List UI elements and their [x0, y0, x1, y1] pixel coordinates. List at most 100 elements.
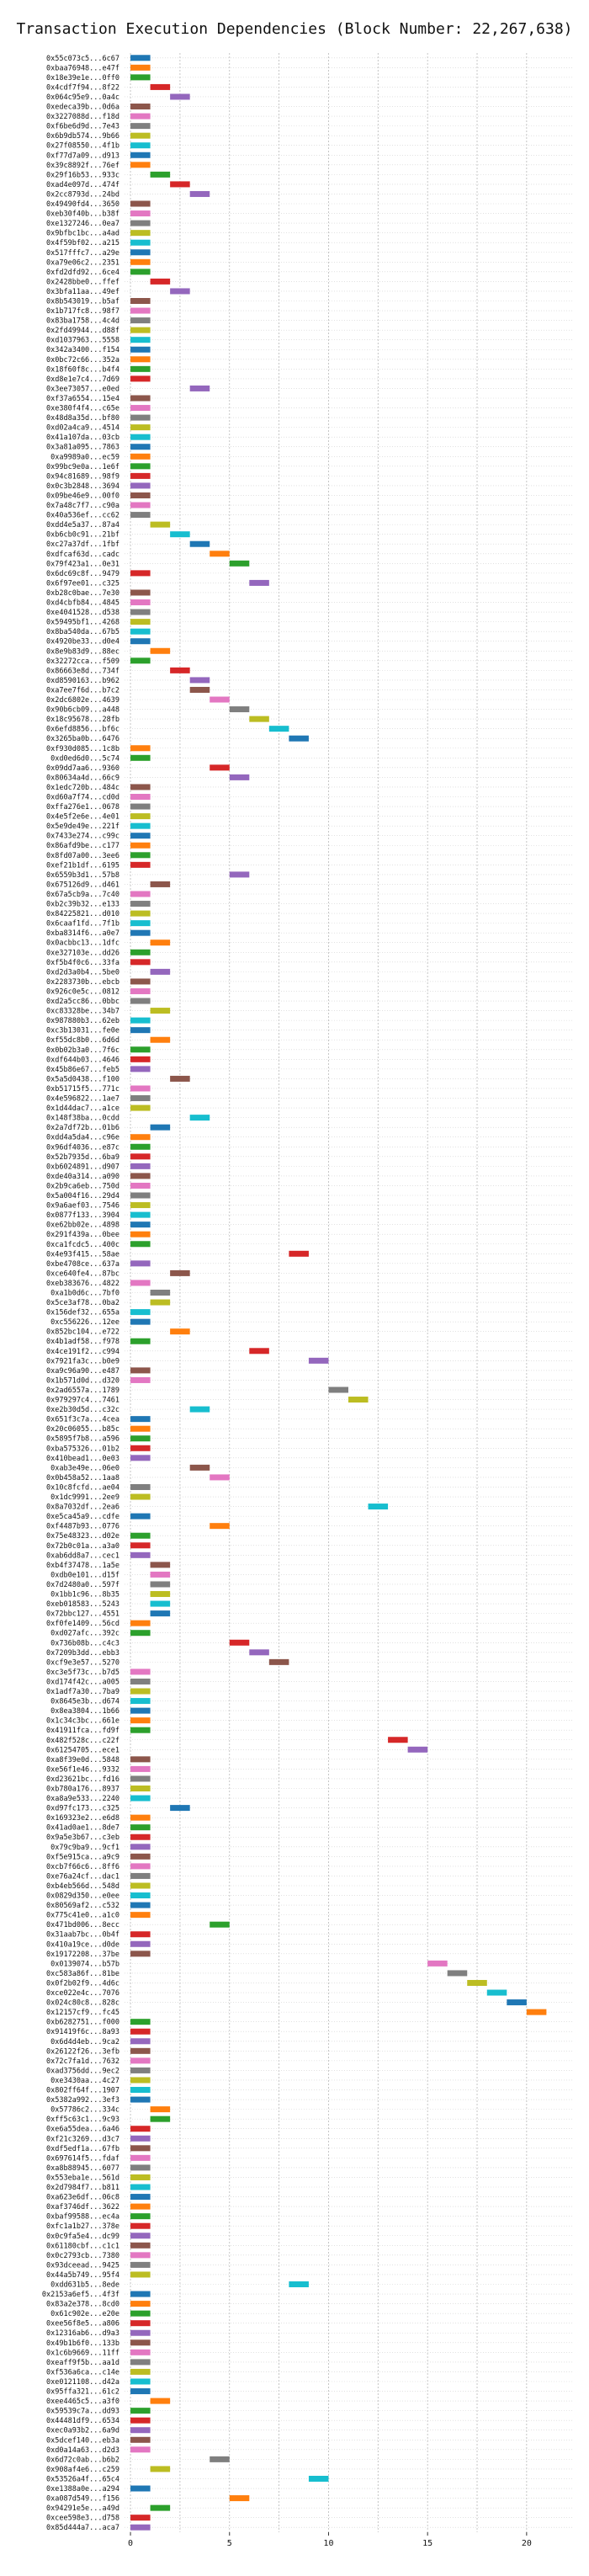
- y-tick-label: 0x4920be33...d0e4: [46, 638, 119, 647]
- y-tick-label: 0xc556226...12ee: [50, 1318, 119, 1327]
- bar: [130, 2174, 151, 2180]
- y-tick-label: 0x0b458a52...1aa8: [46, 1474, 119, 1482]
- bar: [189, 190, 210, 197]
- y-tick-label: 0x3ee73057...e0ed: [46, 385, 119, 393]
- bar: [130, 1698, 151, 1705]
- y-tick-label: 0x8645e3b...d674: [50, 1698, 119, 1706]
- bar: [150, 1610, 171, 1617]
- y-tick-label: 0x7d2480a0...597f: [46, 1581, 119, 1589]
- bar: [130, 2291, 151, 2297]
- y-tick-label: 0xf930d085...1c8b: [46, 745, 119, 753]
- bar: [130, 2135, 151, 2142]
- y-tick-label: 0xedeca39b...0d6a: [46, 104, 119, 112]
- bar: [130, 2339, 151, 2346]
- bar: [130, 2077, 151, 2084]
- y-tick-label: 0xe0121108...d42a: [46, 2378, 119, 2387]
- y-tick-label: 0xdfcaf63d...cadc: [46, 551, 119, 559]
- bar: [130, 987, 151, 994]
- bar: [130, 2038, 151, 2045]
- y-tick-label: 0xf5e915ca...a9c9: [46, 1853, 119, 1861]
- y-tick-label: 0xbe4708ce...637a: [46, 1260, 119, 1269]
- bar: [130, 64, 151, 71]
- y-tick-label: 0x9a5e3b67...c3eb: [46, 1834, 119, 1842]
- bar: [130, 2028, 151, 2035]
- y-tick-label: 0x19172208...37be: [46, 1951, 119, 1959]
- bar: [130, 2427, 151, 2434]
- bar: [130, 1513, 151, 1520]
- bar: [308, 2475, 329, 2482]
- y-tick-label: 0xe2b30d5d...c32c: [46, 1406, 119, 1414]
- bar: [130, 891, 151, 897]
- bar: [130, 269, 151, 275]
- y-tick-label: 0x12157cf9...fc45: [46, 2009, 119, 2017]
- y-tick-label: 0x44a5b749...95f4: [46, 2271, 119, 2280]
- y-tick-label: 0x4f59bf02...a215: [46, 239, 119, 247]
- y-tick-label: 0xf4487b93...0776: [46, 1523, 119, 1531]
- y-tick-label: 0xdd4e5a37...87a4: [46, 521, 119, 530]
- bar: [150, 1124, 171, 1131]
- bar: [130, 239, 151, 246]
- bar: [210, 764, 230, 771]
- y-tick-label: 0xa9989a0...ec59: [50, 453, 119, 461]
- bar: [150, 1290, 171, 1296]
- bar: [150, 1600, 171, 1607]
- bar: [229, 706, 250, 713]
- bar: [150, 1581, 171, 1588]
- y-tick-label: 0xa8b88945...6077: [46, 2164, 119, 2173]
- y-tick-label: 0xca1fcdc5...400c: [46, 1241, 119, 1249]
- bar: [130, 1309, 151, 1316]
- y-tick-label: 0x3bfa11aa...49ef: [46, 288, 119, 296]
- y-tick-label: 0x39c8892f...76ef: [46, 162, 119, 170]
- y-tick-label: 0x4e93f415...58ae: [46, 1250, 119, 1259]
- bar: [130, 1717, 151, 1724]
- y-tick-label: 0x18e39e1e...0ff0: [46, 74, 119, 82]
- bar: [130, 2154, 151, 2161]
- bar: [130, 949, 151, 955]
- bar: [150, 1591, 171, 1598]
- y-tick-label: 0x1edc720b...484c: [46, 784, 119, 792]
- bar: [170, 181, 190, 188]
- y-tick-label: 0x2fd49944...d88f: [46, 327, 119, 335]
- y-tick-label: 0x61254705...ece1: [46, 1746, 119, 1754]
- y-tick-label: 0x471bd006...8ecc: [46, 1921, 119, 1929]
- y-tick-label: 0x5a004f16...29d4: [46, 1192, 119, 1200]
- bar: [130, 1318, 151, 1325]
- y-tick-label: 0x09dd7aa6...9360: [46, 764, 119, 773]
- y-tick-label: 0x7921fa3c...b0e9: [46, 1357, 119, 1365]
- y-tick-label: 0xd4cbfb84...4845: [46, 599, 119, 608]
- bar: [289, 1250, 309, 1257]
- y-tick-label: 0x27f08550...4f1b: [46, 142, 119, 151]
- y-tick-label: 0x59539c7a...dd93: [46, 2408, 119, 2416]
- bar: [130, 395, 151, 402]
- y-tick-label: 0x41911fca...fd9f: [46, 1727, 119, 1735]
- bar: [130, 1046, 151, 1053]
- bar: [130, 1017, 151, 1024]
- y-tick-label: 0xd0ed6d0...5c74: [50, 754, 119, 763]
- y-tick-label: 0x85d444a7...aca7: [46, 2524, 119, 2532]
- bar: [407, 1746, 428, 1753]
- y-tick-label: 0xa79e06c2...2351: [46, 258, 119, 267]
- bar: [249, 579, 269, 586]
- bar: [130, 1416, 151, 1423]
- y-tick-label: 0x12316ab6...d9a3: [46, 2329, 119, 2338]
- bar: [130, 1445, 151, 1451]
- y-tick-label: 0x802ff64f...1907: [46, 2087, 119, 2095]
- y-tick-label: 0x67a5cb9a...7c40: [46, 891, 119, 899]
- y-tick-label: 0xf0fe1409...56cd: [46, 1620, 119, 1628]
- bar: [189, 677, 210, 684]
- bar: [210, 696, 230, 703]
- y-tick-label: 0xd60a7f74...cd0d: [46, 794, 119, 802]
- bar: [229, 774, 250, 780]
- bar: [210, 1523, 230, 1530]
- y-tick-label: 0x61c902e...e20e: [50, 2310, 119, 2318]
- bar: [130, 2349, 151, 2355]
- bar: [130, 2057, 151, 2064]
- bar: [229, 560, 250, 567]
- y-tick-label: 0x6efd8856...bf6c: [46, 726, 119, 734]
- bar: [130, 1338, 151, 1344]
- bar: [189, 1464, 210, 1471]
- y-tick-label: 0x8fd07a00...3ee6: [46, 852, 119, 860]
- y-tick-label: 0xc83328be...34b7: [46, 1008, 119, 1016]
- y-tick-label: 0x93dceead...9425: [46, 2261, 119, 2270]
- y-tick-label: 0x41a107da...03cb: [46, 434, 119, 442]
